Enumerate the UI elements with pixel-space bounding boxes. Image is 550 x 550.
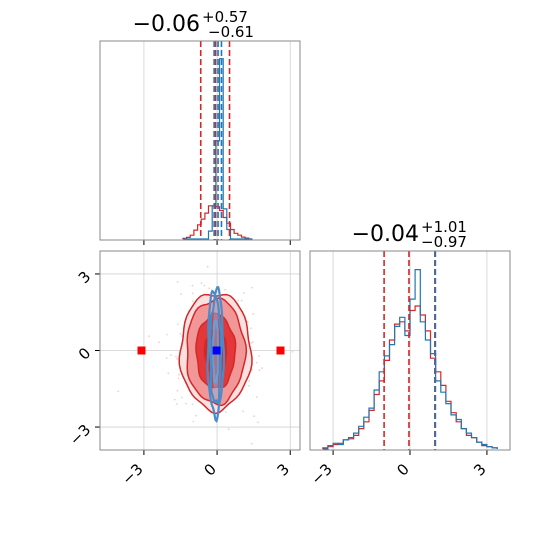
panel-title-param2-value: −0.04 (352, 222, 419, 247)
sample-point (191, 300, 194, 303)
title-upper-error: +1.01 (421, 218, 467, 236)
x-tick-label: 3 (274, 460, 293, 479)
x-tick-label: −3 (308, 460, 336, 488)
histogram-series-1 (322, 269, 498, 450)
sample-point (191, 403, 194, 406)
x-tick-label: 0 (200, 460, 219, 479)
panel-frame (99, 250, 301, 451)
sample-point (208, 287, 210, 290)
sample-point (248, 385, 250, 387)
sample-point (242, 292, 245, 294)
sample-point (255, 361, 258, 364)
x-tick-label: 3 (470, 460, 489, 479)
sample-point (173, 398, 176, 401)
sample-point (250, 442, 253, 445)
y-tick-label: 3 (75, 268, 94, 287)
sample-point (257, 421, 259, 424)
title-upper-error: +0.57 (202, 8, 248, 26)
sample-point (251, 341, 254, 344)
sample-point (185, 402, 188, 405)
sample-point (176, 281, 179, 283)
sample-point (191, 284, 194, 287)
sample-point (248, 380, 251, 383)
sample-point (203, 284, 206, 287)
marginal-histogram-param2: −3 0 3 −0.04 +1.01 −0.97 (308, 218, 511, 488)
sample-point (200, 282, 203, 285)
sample-point (258, 355, 260, 357)
y-tick-label: 0 (75, 344, 94, 363)
y-tick-label: −3 (66, 421, 94, 449)
sample-point (291, 351, 294, 353)
sample-point (250, 342, 253, 344)
sample-point (177, 323, 179, 326)
sample-point (195, 414, 197, 417)
sample-point (206, 265, 209, 268)
sample-point (117, 390, 120, 393)
joint-contour-panel: −3 0 3 −3 0 3 (66, 250, 301, 488)
panel-title-param1: −0.06 (133, 12, 200, 37)
histogram-series-1 (182, 58, 253, 240)
sample-point (253, 415, 256, 418)
sample-point (180, 293, 183, 295)
panel-frame (309, 250, 511, 451)
sample-point (181, 396, 183, 399)
sample-point (258, 369, 261, 372)
sample-point (148, 335, 151, 338)
sample-point (178, 373, 180, 376)
panel-frame (99, 40, 301, 241)
sample-point (261, 367, 263, 369)
contour-plot-area (95, 251, 300, 455)
sample-point (237, 299, 240, 302)
sample-point (224, 288, 226, 291)
center-marker (212, 346, 221, 355)
sample-point (242, 410, 245, 413)
outlier-marker (137, 346, 146, 355)
x-tick-labels: −3 0 3 (118, 460, 293, 488)
sample-point (166, 333, 168, 336)
sample-point (250, 327, 252, 330)
x-tick-label: 0 (393, 460, 412, 479)
sample-point (240, 299, 243, 302)
blue-contour-0 (206, 286, 226, 423)
sample-point (165, 357, 168, 359)
sample-point (179, 332, 182, 335)
title-value: −0.06 (133, 12, 200, 37)
blue-contour-1 (208, 294, 223, 405)
sample-point (176, 357, 178, 360)
sample-point (246, 320, 249, 323)
sample-point (191, 292, 194, 295)
histogram-plot-area (143, 41, 291, 245)
y-tick-labels: −3 0 3 (66, 268, 94, 449)
sample-point (177, 377, 180, 380)
sample-point (225, 411, 227, 413)
sample-point (158, 341, 160, 344)
sample-point (192, 420, 195, 423)
sample-point (255, 396, 258, 398)
histogram-plot-area (322, 251, 498, 455)
outlier-marker (276, 346, 285, 355)
sample-point (167, 372, 170, 375)
sample-point (176, 389, 179, 392)
sample-point (170, 354, 172, 356)
x-tick-label: −3 (118, 460, 146, 488)
sample-point (252, 312, 255, 315)
title-lower-error: −0.61 (208, 23, 254, 41)
title-lower-error: −0.97 (421, 233, 467, 251)
sample-point (251, 286, 253, 289)
sample-point (175, 355, 177, 358)
marginal-histogram-param1: −0.06 +0.57 −0.61 (99, 8, 301, 245)
sample-point (176, 403, 179, 405)
x-tick-labels: −3 0 3 (308, 460, 490, 488)
sample-point (227, 428, 230, 431)
